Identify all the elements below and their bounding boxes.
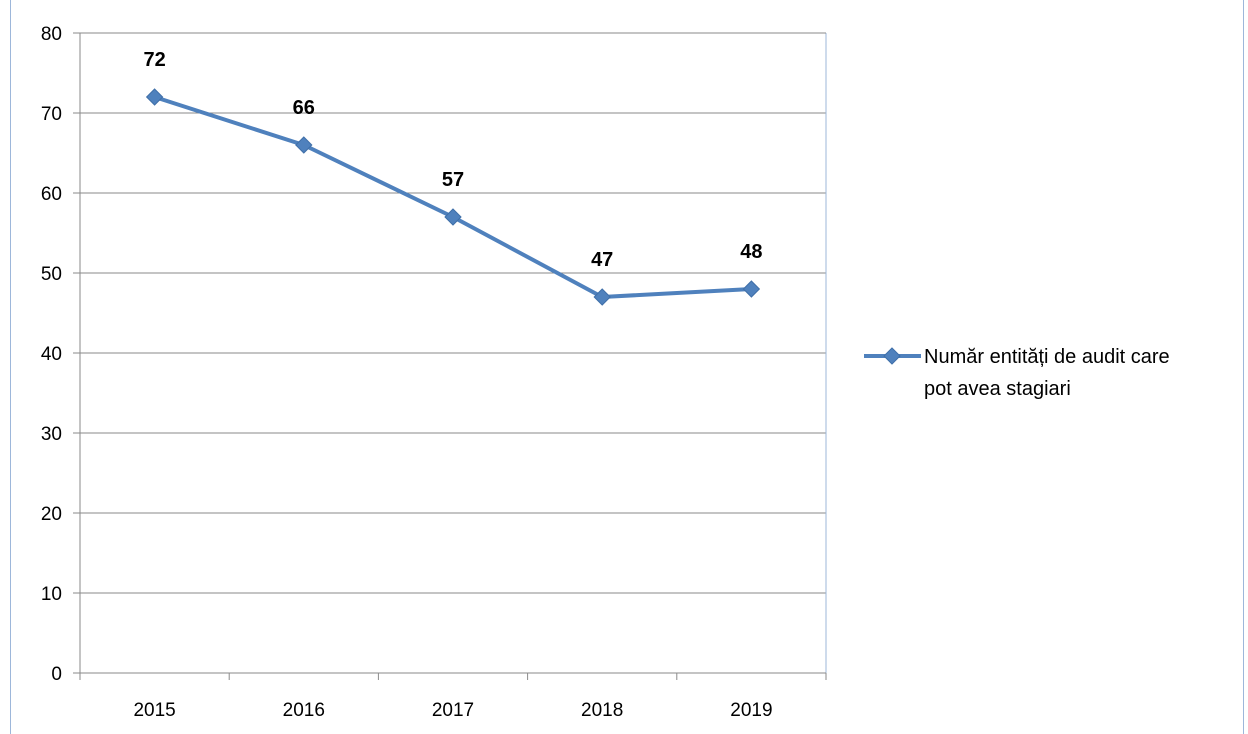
- y-tick-label: 10: [41, 584, 62, 605]
- gridlines: [80, 32, 827, 673]
- y-tick-label: 60: [41, 184, 62, 205]
- y-tick-label: 40: [41, 344, 62, 365]
- data-label: 48: [740, 241, 762, 263]
- x-tick-label: 2017: [432, 700, 474, 721]
- chart-frame: [10, 0, 1244, 734]
- y-tick-label: 50: [41, 264, 62, 285]
- axes: 0 10 20 30 40 50 60 70 80 2015 2016 2017 2018 2019: [41, 24, 827, 721]
- legend-label: Număr entități de audit care pot avea sta…: [924, 346, 1170, 400]
- x-tick-label: 2015: [133, 700, 175, 721]
- series-line: [152, 95, 754, 299]
- y-tick-label: 30: [41, 424, 62, 445]
- legend-marker: [883, 347, 901, 365]
- legend-label-line: Număr entități de audit care: [924, 346, 1170, 368]
- data-labels: 72 66 57 47 48: [143, 49, 762, 271]
- data-label: 57: [442, 169, 464, 191]
- data-point-marker: [444, 208, 462, 226]
- y-tick-label: 80: [41, 24, 62, 45]
- y-tick-label: 20: [41, 504, 62, 525]
- series-layer: [145, 88, 761, 306]
- x-tick-label: 2016: [283, 700, 325, 721]
- data-point-marker: [742, 280, 761, 298]
- y-tick-label: 0: [51, 664, 62, 685]
- x-tick-label: 2018: [581, 700, 623, 721]
- data-label: 66: [293, 97, 315, 119]
- x-tick-label: 2019: [730, 700, 772, 721]
- data-point-marker: [145, 88, 164, 106]
- data-point-marker: [295, 136, 313, 154]
- legend: Număr entități de audit care pot avea sta…: [864, 346, 1170, 400]
- data-label: 47: [591, 249, 613, 271]
- legend-label-line: pot avea stagiari: [924, 378, 1071, 400]
- y-tick-label: 70: [41, 104, 62, 125]
- data-point-marker: [593, 288, 611, 306]
- data-label: 72: [143, 49, 165, 71]
